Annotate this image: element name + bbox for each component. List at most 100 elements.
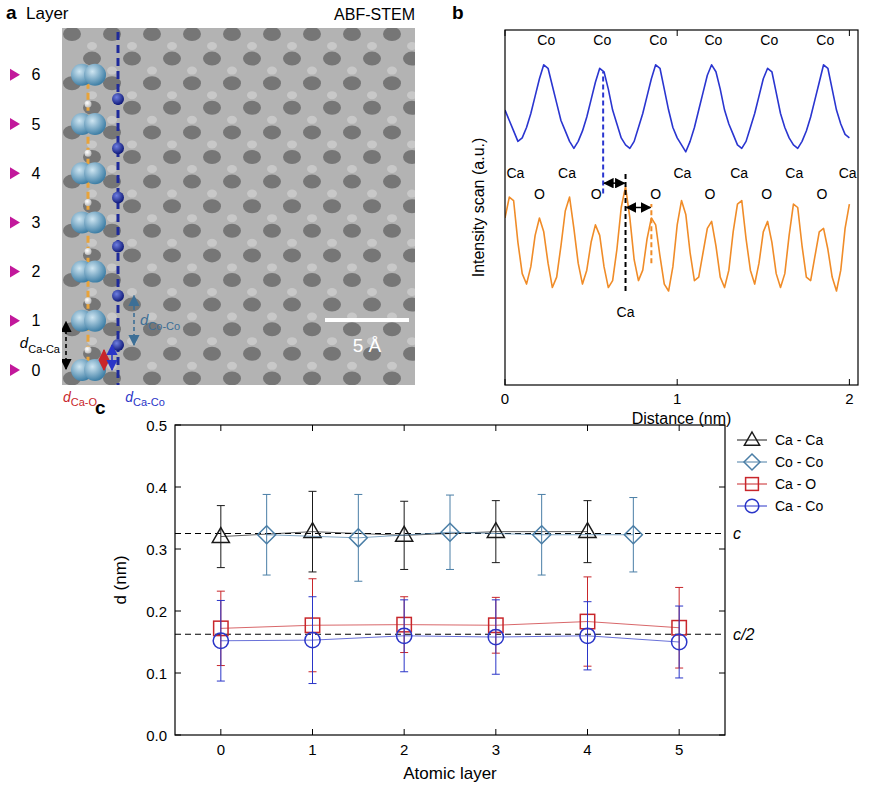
texture-blob (343, 175, 361, 189)
texture-blob (183, 125, 201, 139)
ca-atom (84, 162, 106, 184)
o-atom (85, 199, 92, 206)
data-point (624, 526, 642, 544)
ca-atom (84, 261, 106, 283)
o-atom (85, 248, 92, 255)
layer-number: 2 (32, 263, 41, 280)
texture-blob (163, 248, 181, 262)
y-tick (175, 611, 181, 612)
texture-blob (383, 76, 401, 90)
texture-blob (383, 371, 401, 385)
texture-spot (407, 42, 415, 50)
texture-spot (107, 67, 117, 75)
texture-spot (147, 313, 157, 321)
distance-label: dCa-Co (125, 389, 165, 408)
texture-spot (267, 67, 277, 75)
x-tick (505, 379, 506, 385)
texture-spot (187, 214, 197, 222)
texture-spot (307, 214, 317, 222)
texture-spot (407, 288, 415, 296)
error-stem (495, 600, 496, 674)
guide-line (625, 173, 627, 291)
texture-spot (407, 239, 415, 247)
texture-spot (347, 165, 357, 173)
texture-blob (263, 224, 281, 238)
texture-spot (247, 337, 257, 345)
texture-blob (343, 371, 361, 385)
texture-blob (163, 199, 181, 213)
texture-blob (123, 150, 141, 164)
texture-blob (123, 298, 141, 312)
distance-arrow (133, 296, 135, 345)
texture-blob (383, 125, 401, 139)
o-atom (85, 297, 92, 304)
error-cap (309, 491, 317, 492)
distance-arrow (111, 345, 113, 370)
texture-blob (263, 125, 281, 139)
error-cap (400, 596, 408, 597)
texture-blob (363, 150, 381, 164)
guide-line (602, 72, 604, 194)
error-bar (629, 498, 637, 572)
error-cap (629, 497, 637, 498)
texture-spot (387, 67, 397, 75)
texture-blob (283, 248, 301, 262)
texture-blob (243, 52, 261, 66)
texture-blob (183, 28, 201, 41)
texture-spot (287, 337, 297, 345)
scale-bar (325, 318, 409, 322)
figure: aLayerABF-STEM5 Å0123456dCa-CadCo-CodCa-… (0, 0, 872, 793)
error-cap (675, 677, 683, 678)
co-column (117, 32, 120, 385)
error-cap (263, 494, 271, 495)
distance-label: dCo-Co (140, 311, 180, 332)
layer-marker (10, 216, 20, 228)
error-cap (492, 599, 500, 600)
layer-number: 4 (32, 165, 41, 182)
subscript: Co-Co (148, 320, 180, 332)
texture-blob (83, 52, 101, 66)
error-cap (492, 500, 500, 501)
texture-blob (403, 347, 415, 361)
layer-marker (10, 364, 20, 376)
x-tick-label: 3 (492, 741, 500, 758)
peak-label: Co (816, 32, 834, 48)
texture-blob (183, 273, 201, 287)
texture-spot (247, 91, 257, 99)
texture-blob (283, 347, 301, 361)
co-atom (112, 191, 124, 203)
co-atom (112, 93, 124, 105)
texture-spot (367, 140, 377, 148)
texture-spot (347, 116, 357, 124)
texture-spot (327, 140, 337, 148)
x-tick-label: 0 (501, 390, 509, 407)
error-bar (492, 501, 500, 563)
texture-spot (247, 42, 257, 50)
texture-spot (207, 91, 217, 99)
o-atom (85, 150, 92, 157)
texture-spot (227, 313, 237, 321)
x-tick (220, 425, 221, 431)
texture-blob (223, 322, 241, 336)
intensity-line (505, 65, 849, 152)
error-bar (217, 600, 225, 681)
x-tick (679, 425, 680, 431)
texture-blob (323, 150, 341, 164)
texture-spot (387, 116, 397, 124)
data-point (441, 523, 459, 541)
texture-spot (227, 67, 237, 75)
texture-blob (363, 248, 381, 262)
texture-blob (263, 76, 281, 90)
error-cap (309, 596, 317, 597)
legend-line (737, 462, 767, 463)
texture-spot (307, 165, 317, 173)
error-cap (354, 494, 362, 495)
co-atom (112, 339, 124, 351)
x-tick (587, 425, 588, 431)
texture-blob (263, 28, 281, 41)
texture-spot (127, 42, 137, 50)
texture-blob (183, 76, 201, 90)
texture-blob (363, 52, 381, 66)
texture-spot (167, 288, 177, 296)
texture-spot (127, 91, 137, 99)
